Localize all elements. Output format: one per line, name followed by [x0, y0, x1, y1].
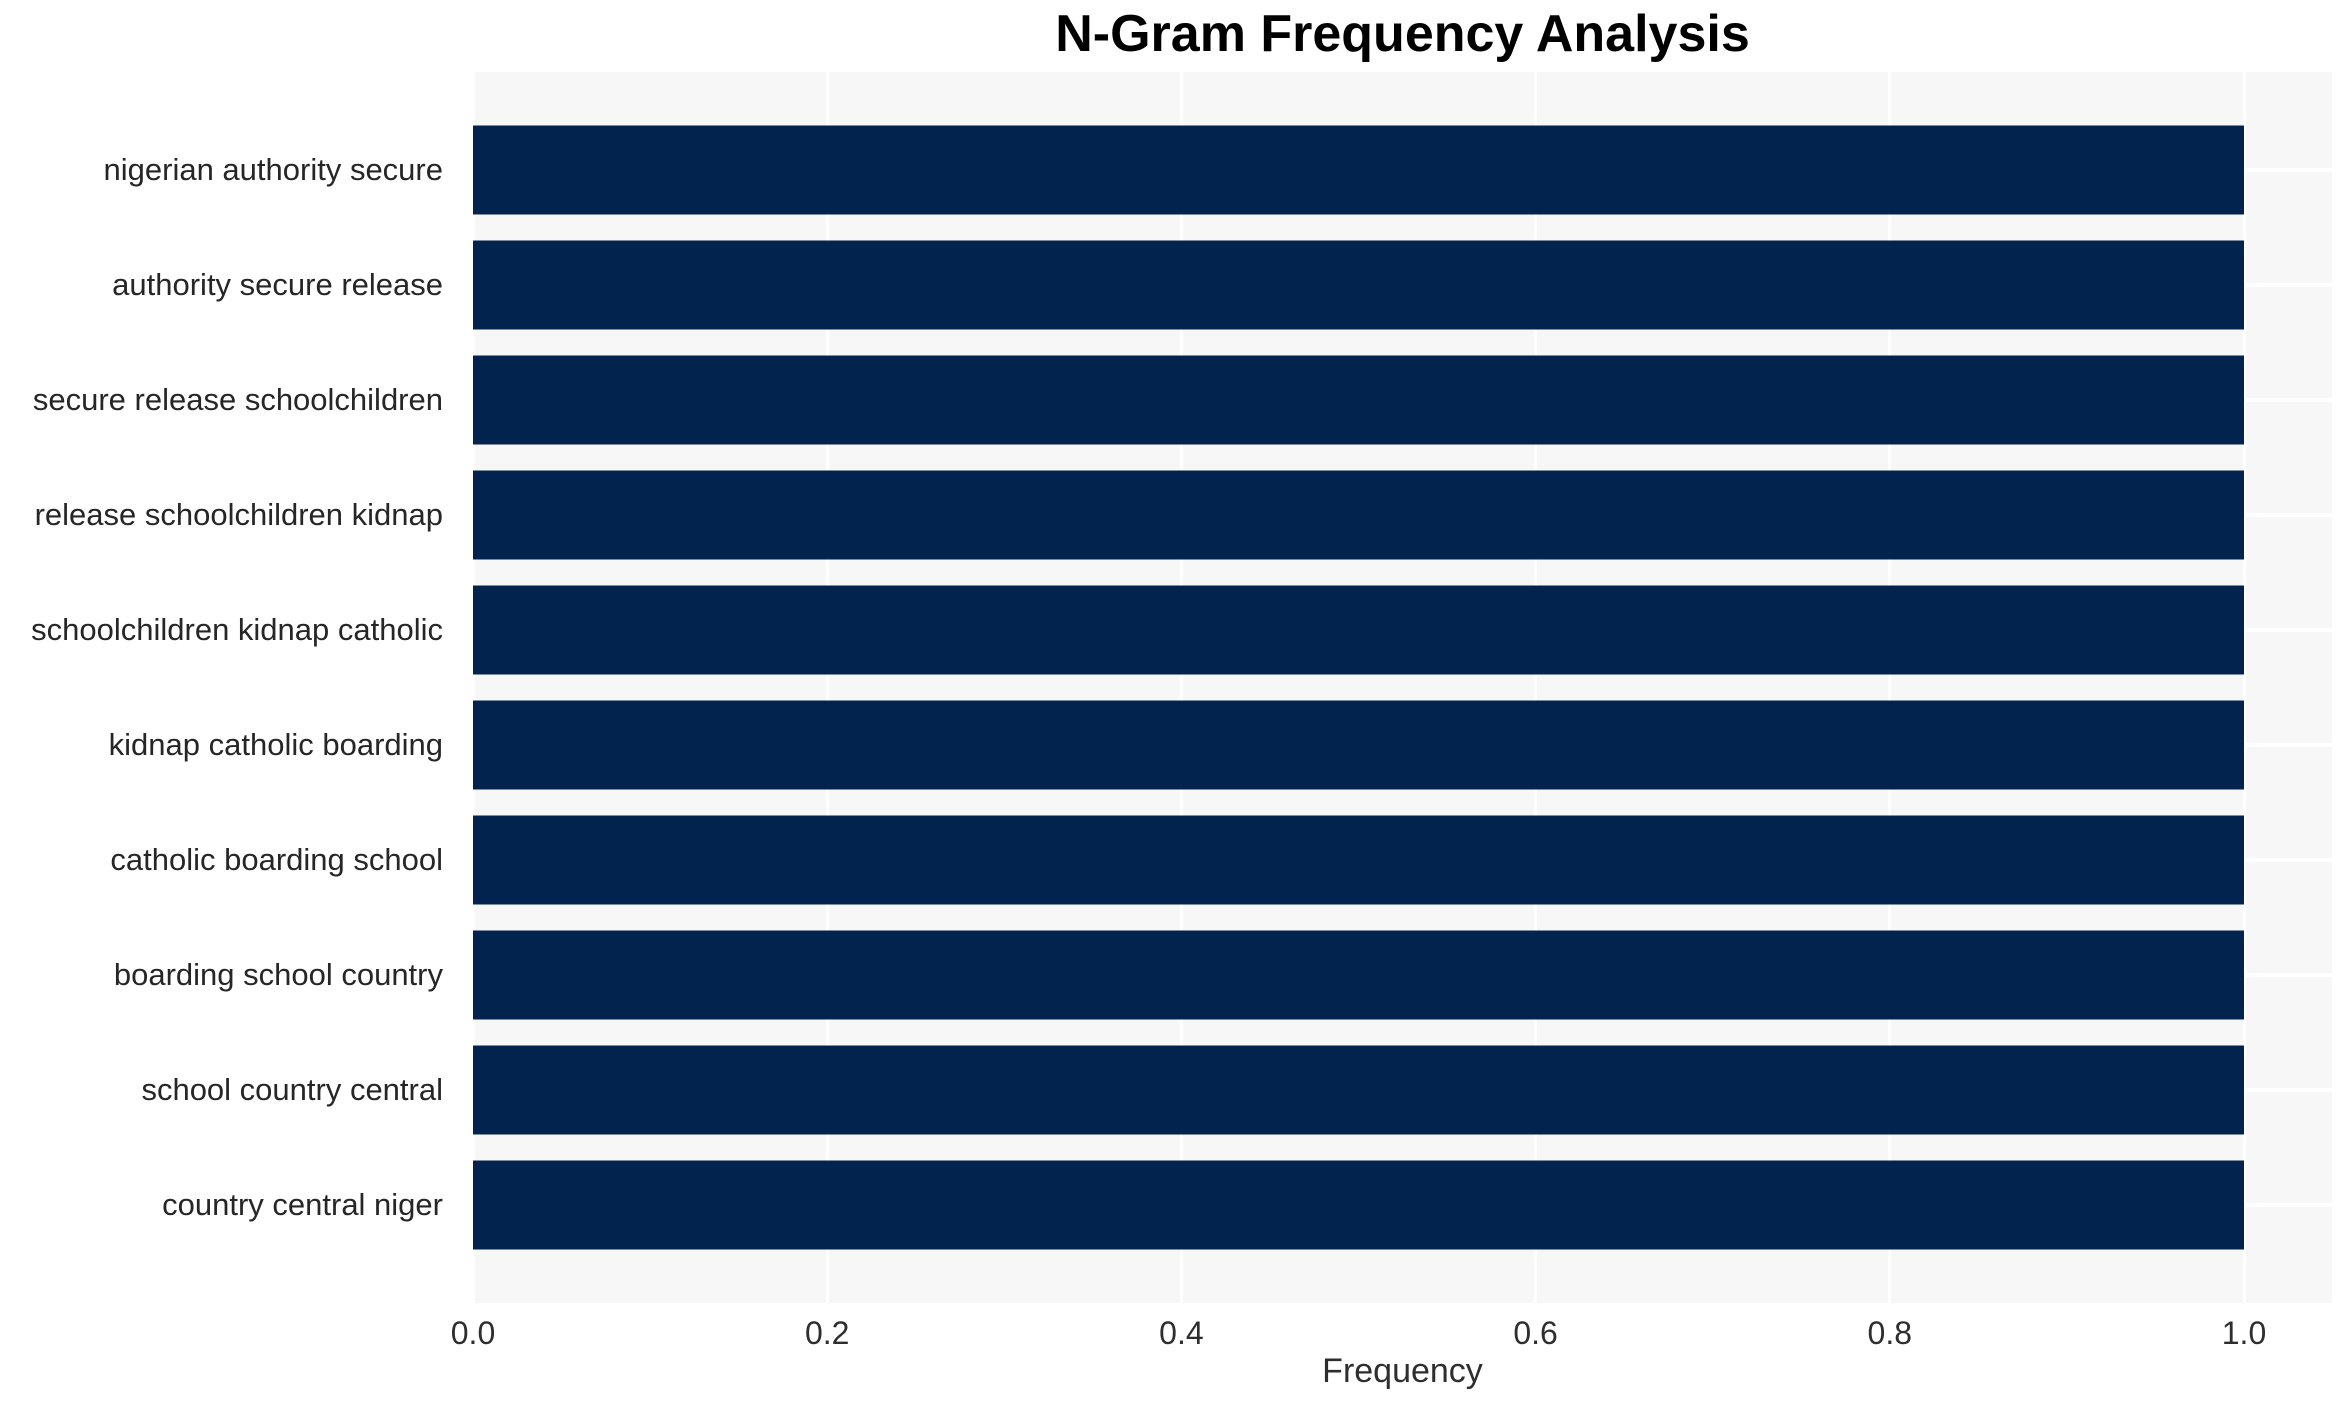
- y-axis-label: boarding school country: [113, 957, 443, 993]
- chart-title: N-Gram Frequency Analysis: [1055, 5, 1750, 63]
- y-axis-label: nigerian authority secure: [103, 151, 443, 187]
- x-tick-label: 0.2: [804, 1315, 850, 1351]
- bar-row: [473, 687, 2332, 802]
- y-axis-label: authority secure release: [112, 266, 443, 302]
- plot-area: [473, 72, 2332, 1303]
- bar: [473, 585, 2244, 675]
- bar-row: [473, 803, 2332, 918]
- bar: [473, 355, 2244, 445]
- bar: [473, 930, 2244, 1020]
- x-tick-label: 1.0: [2221, 1315, 2267, 1351]
- v-gridline: [825, 72, 829, 1303]
- v-gridline: [1179, 72, 1183, 1303]
- bar: [473, 1045, 2244, 1135]
- bar: [473, 1160, 2244, 1250]
- y-axis-label: catholic boarding school: [110, 842, 443, 878]
- v-gridline: [2242, 72, 2246, 1303]
- bar-row: [473, 918, 2332, 1033]
- bar-row: [473, 1033, 2332, 1148]
- y-axis-label: schoolchildren kidnap catholic: [31, 611, 443, 647]
- bar: [473, 125, 2244, 215]
- y-axis-label: kidnap catholic boarding: [108, 727, 443, 763]
- bar: [473, 815, 2244, 905]
- y-axis-label: secure release schoolchildren: [32, 381, 443, 417]
- x-tick-label: 0.6: [1513, 1315, 1558, 1351]
- x-tick-label: 0.0: [450, 1315, 496, 1351]
- x-axis-title: Frequency: [1322, 1352, 1483, 1390]
- bar-row: [473, 457, 2332, 572]
- y-axis-label: country central niger: [162, 1187, 443, 1223]
- x-tick-label: 0.8: [1867, 1315, 1913, 1351]
- v-gridline: [1534, 72, 1538, 1303]
- bar-row: [473, 112, 2332, 227]
- bar: [473, 700, 2244, 790]
- bar-rows: [473, 72, 2332, 1303]
- bar-row: [473, 572, 2332, 687]
- x-tick-label: 0.4: [1159, 1315, 1204, 1351]
- bar-row: [473, 1148, 2332, 1263]
- bar-row: [473, 342, 2332, 457]
- bar: [473, 240, 2244, 330]
- y-axis-label: release schoolchildren kidnap: [34, 496, 443, 532]
- v-gridline: [473, 72, 475, 1303]
- bar: [473, 470, 2244, 560]
- y-axis-label: school country central: [141, 1072, 443, 1108]
- v-gridline: [1888, 72, 1892, 1303]
- bar-row: [473, 227, 2332, 342]
- y-axis-labels: nigerian authority secure authority secur…: [0, 72, 459, 1303]
